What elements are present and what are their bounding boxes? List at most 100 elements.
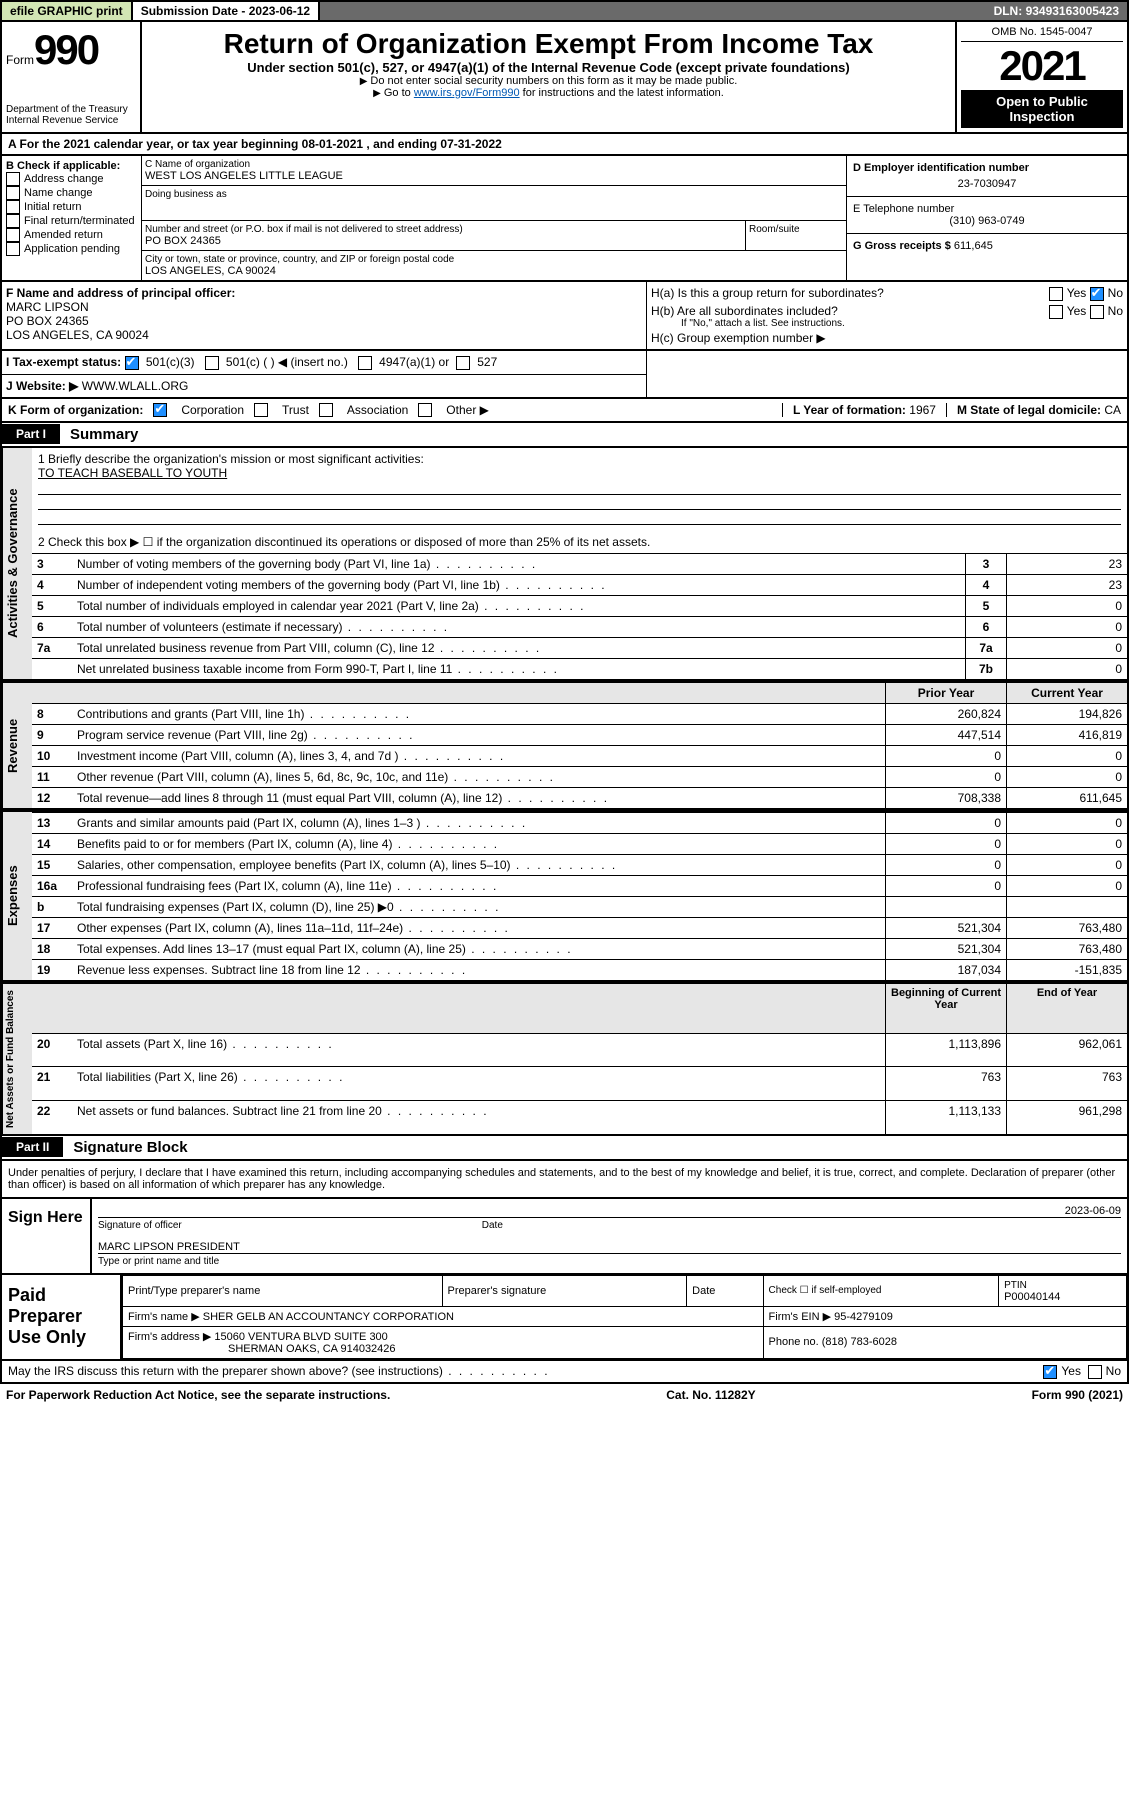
hb-no-checkbox[interactable] — [1090, 305, 1104, 319]
ptin: P00040144 — [1004, 1291, 1060, 1303]
ij-block: I Tax-exempt status: 501(c)(3) 501(c) ( … — [0, 351, 1129, 399]
sig-date: 2023-06-09 — [1065, 1205, 1121, 1217]
data-row: 20Total assets (Part X, line 16)1,113,89… — [32, 1033, 1127, 1067]
b-check-item: Initial return — [6, 200, 137, 214]
form-prefix: Form — [6, 53, 34, 67]
b-check-item: Final return/terminated — [6, 214, 137, 228]
mission: TO TEACH BASEBALL TO YOUTH — [38, 466, 1121, 480]
form-title: Return of Organization Exempt From Incom… — [148, 28, 949, 60]
b-check-item: Amended return — [6, 228, 137, 242]
declaration: Under penalties of perjury, I declare th… — [0, 1161, 1129, 1199]
omb-number: OMB No. 1545-0047 — [961, 26, 1123, 42]
data-row: 9Program service revenue (Part VIII, lin… — [32, 724, 1127, 745]
discuss-yes-checkbox[interactable] — [1043, 1365, 1057, 1379]
other-checkbox[interactable] — [418, 403, 432, 417]
firm-addr1: 15060 VENTURA BLVD SUITE 300 — [214, 1331, 387, 1343]
data-row: 22Net assets or fund balances. Subtract … — [32, 1101, 1127, 1134]
form990-link[interactable]: www.irs.gov/Form990 — [414, 87, 520, 99]
b-check-item: Name change — [6, 186, 137, 200]
state-domicile: CA — [1104, 403, 1121, 417]
page-footer: For Paperwork Reduction Act Notice, see … — [0, 1384, 1129, 1406]
col-c: C Name of organization WEST LOS ANGELES … — [142, 156, 847, 280]
side-revenue: Revenue — [2, 683, 32, 808]
data-row: 17Other expenses (Part IX, column (A), l… — [32, 917, 1127, 938]
501c-checkbox[interactable] — [205, 356, 219, 370]
data-row: 14Benefits paid to or for members (Part … — [32, 833, 1127, 854]
efile-label: efile GRAPHIC print — [2, 2, 133, 20]
fh-block: F Name and address of principal officer:… — [0, 282, 1129, 351]
firm-phone: (818) 783-6028 — [822, 1336, 897, 1348]
klm-row: K Form of organization: Corporation Trus… — [0, 399, 1129, 423]
gov-row: 7aTotal unrelated business revenue from … — [32, 637, 1127, 658]
street-address: PO BOX 24365 — [145, 235, 742, 247]
part2-header: Part II Signature Block — [0, 1136, 1129, 1161]
discuss-no-checkbox[interactable] — [1088, 1365, 1102, 1379]
data-row: 10Investment income (Part VIII, column (… — [32, 745, 1127, 766]
assoc-checkbox[interactable] — [319, 403, 333, 417]
data-row: 12Total revenue—add lines 8 through 11 (… — [32, 787, 1127, 808]
ein: 23-7030947 — [853, 174, 1121, 190]
b-check-item: Application pending — [6, 242, 137, 256]
firm-addr2: SHERMAN OAKS, CA 914032426 — [228, 1343, 396, 1355]
firm-ein: 95-4279109 — [834, 1311, 893, 1323]
gov-row: 6Total number of volunteers (estimate if… — [32, 616, 1127, 637]
gov-row: 3Number of voting members of the governi… — [32, 553, 1127, 574]
b-check-item: Address change — [6, 172, 137, 186]
paid-preparer-block: Paid Preparer Use Only Print/Type prepar… — [0, 1275, 1129, 1361]
data-row: 16aProfessional fundraising fees (Part I… — [32, 875, 1127, 896]
data-row: 8Contributions and grants (Part VIII, li… — [32, 703, 1127, 724]
website: WWW.WLALL.ORG — [82, 379, 189, 393]
side-expenses: Expenses — [2, 812, 32, 980]
firm-name: SHER GELB AN ACCOUNTANCY CORPORATION — [203, 1311, 454, 1323]
officer-name: MARC LIPSON — [6, 300, 642, 314]
irs-label: Internal Revenue Service — [6, 115, 136, 126]
side-governance: Activities & Governance — [2, 448, 32, 679]
discuss-row: May the IRS discuss this return with the… — [0, 1361, 1129, 1384]
gov-row: Net unrelated business taxable income fr… — [32, 658, 1127, 679]
dept-label: Department of the Treasury — [6, 104, 136, 115]
city-state-zip: LOS ANGELES, CA 90024 — [145, 265, 843, 277]
data-row: 18Total expenses. Add lines 13–17 (must … — [32, 938, 1127, 959]
top-bar: efile GRAPHIC print Submission Date - 20… — [0, 0, 1129, 22]
row-a-taxyear: A For the 2021 calendar year, or tax yea… — [0, 134, 1129, 156]
form-number: 990 — [34, 26, 98, 73]
year-formation: 1967 — [909, 403, 936, 417]
officer-sig-name: MARC LIPSON PRESIDENT — [98, 1241, 240, 1253]
officer-addr: PO BOX 24365 — [6, 314, 642, 328]
submission-date: Submission Date - 2023-06-12 — [133, 2, 320, 20]
gov-row: 5Total number of individuals employed in… — [32, 595, 1127, 616]
sign-here-block: Sign Here 2023-06-09 Signature of office… — [0, 1199, 1129, 1275]
trust-checkbox[interactable] — [254, 403, 268, 417]
form-header: Form990 Department of the Treasury Inter… — [0, 22, 1129, 134]
entity-block: B Check if applicable: Address changeNam… — [0, 156, 1129, 282]
officer-city: LOS ANGELES, CA 90024 — [6, 328, 642, 342]
room-suite-label: Room/suite — [746, 221, 846, 250]
ha-no-checkbox[interactable] — [1090, 287, 1104, 301]
open-inspection: Open to Public Inspection — [961, 90, 1123, 128]
col-b: B Check if applicable: Address changeNam… — [2, 156, 142, 280]
data-row: 19Revenue less expenses. Subtract line 1… — [32, 959, 1127, 980]
form-sub3: Go to www.irs.gov/Form990 for instructio… — [148, 87, 949, 99]
data-row: 21Total liabilities (Part X, line 26)763… — [32, 1067, 1127, 1101]
gov-row: 4Number of independent voting members of… — [32, 574, 1127, 595]
data-row: 11Other revenue (Part VIII, column (A), … — [32, 766, 1127, 787]
4947-checkbox[interactable] — [358, 356, 372, 370]
part1-header: Part I Summary — [0, 423, 1129, 448]
dln: DLN: 93493163005423 — [986, 2, 1127, 20]
tax-year: 2021 — [961, 42, 1123, 90]
data-row: 13Grants and similar amounts paid (Part … — [32, 812, 1127, 833]
form-sub1: Under section 501(c), 527, or 4947(a)(1)… — [148, 60, 949, 75]
telephone: (310) 963-0749 — [853, 215, 1121, 227]
org-name: WEST LOS ANGELES LITTLE LEAGUE — [145, 170, 843, 182]
data-row: bTotal fundraising expenses (Part IX, co… — [32, 896, 1127, 917]
form-sub2: Do not enter social security numbers on … — [148, 75, 949, 87]
ha-yes-checkbox[interactable] — [1049, 287, 1063, 301]
gross-receipts: 611,645 — [954, 240, 993, 252]
hb-yes-checkbox[interactable] — [1049, 305, 1063, 319]
col-right: D Employer identification number 23-7030… — [847, 156, 1127, 280]
527-checkbox[interactable] — [456, 356, 470, 370]
data-row: 15Salaries, other compensation, employee… — [32, 854, 1127, 875]
501c3-checkbox[interactable] — [125, 356, 139, 370]
side-netassets: Net Assets or Fund Balances — [2, 984, 32, 1134]
corp-checkbox[interactable] — [153, 403, 167, 417]
